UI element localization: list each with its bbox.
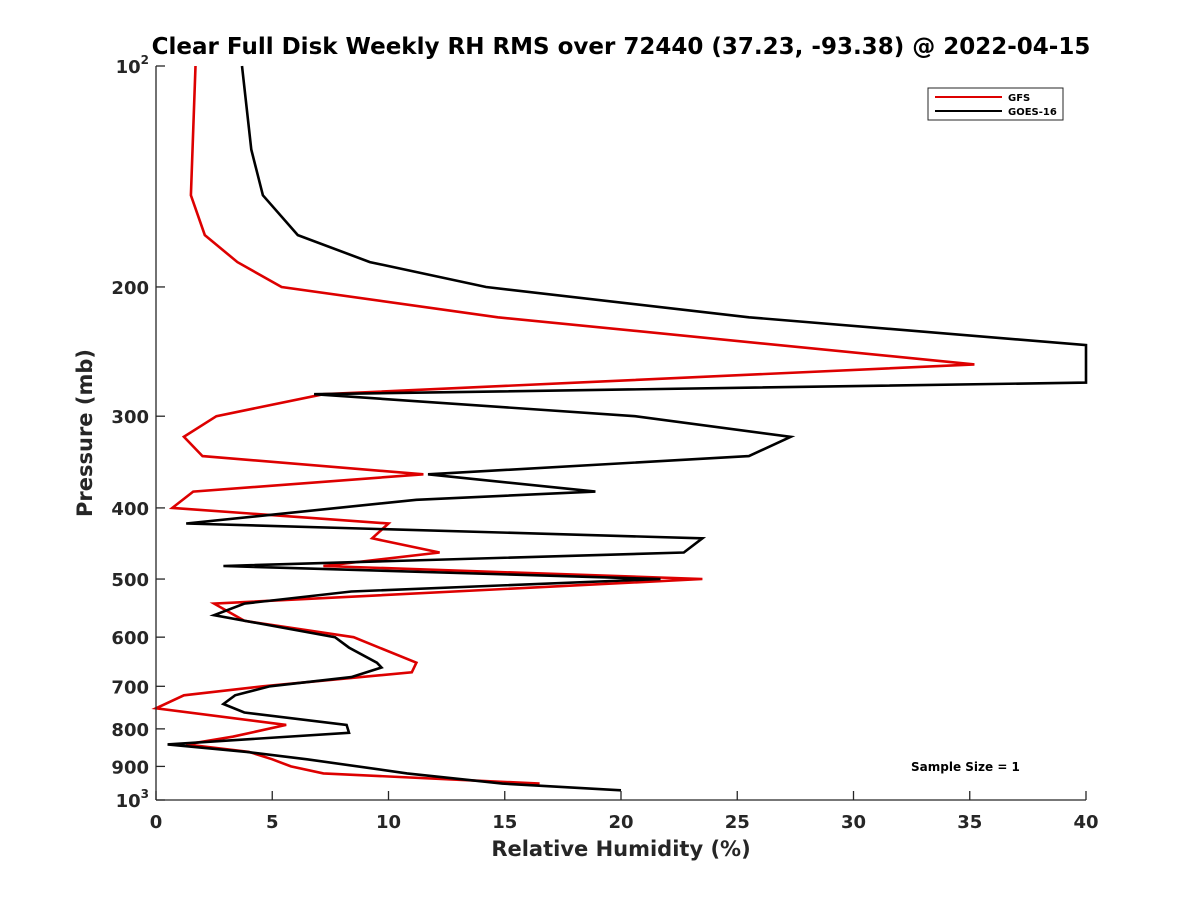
x-tick-label: 20 <box>608 812 633 833</box>
x-axis-label: Relative Humidity (%) <box>491 837 750 861</box>
x-tick-label: 40 <box>1073 812 1098 833</box>
y-axis-ticks: 102 200 300 400 500 600 700 800 900 103 <box>111 53 165 812</box>
series-layer <box>151 65 1088 792</box>
y-tick-label: 102 <box>116 53 149 78</box>
x-tick-label: 30 <box>841 812 866 833</box>
x-tick-label: 25 <box>725 812 750 833</box>
series-line-gfs <box>151 65 975 785</box>
x-tick-label: 15 <box>492 812 517 833</box>
sample-size-annotation: Sample Size = 1 <box>911 760 1020 774</box>
y-tick-label: 700 <box>111 677 149 698</box>
chart-title: Clear Full Disk Weekly RH RMS over 72440… <box>152 34 1091 60</box>
legend: GFS GOES-16 <box>927 87 1064 121</box>
y-tick-label: 500 <box>111 570 149 591</box>
y-tick-label: 800 <box>111 720 149 741</box>
legend-box <box>927 87 1064 121</box>
y-tick-label: 900 <box>111 757 149 778</box>
legend-label-goes-16: GOES-16 <box>1008 107 1057 118</box>
y-axis-label: Pressure (mb) <box>73 349 97 517</box>
y-tick-label: 200 <box>111 278 149 299</box>
series-line-goes-16 <box>167 65 1088 792</box>
x-tick-label: 10 <box>376 812 401 833</box>
y-tick-label: 103 <box>116 787 149 812</box>
y-tick-label: 400 <box>111 499 149 520</box>
plot-area <box>156 66 1086 800</box>
x-axis-ticks: 0 5 10 15 20 25 30 35 40 <box>150 791 1099 833</box>
y-tick-label: 600 <box>111 628 149 649</box>
x-tick-label: 5 <box>266 812 279 833</box>
legend-label-gfs: GFS <box>1008 93 1030 104</box>
y-tick-label: 300 <box>111 407 149 428</box>
x-tick-label: 35 <box>957 812 982 833</box>
x-tick-label: 0 <box>150 812 163 833</box>
